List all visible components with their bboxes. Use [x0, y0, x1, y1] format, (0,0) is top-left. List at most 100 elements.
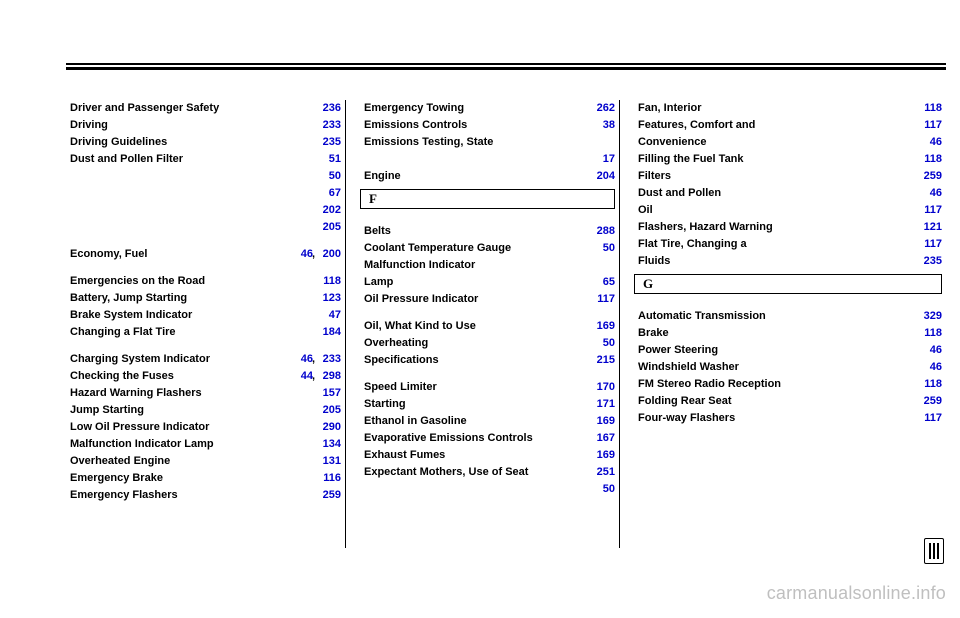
entry-text: Expectant Mothers, Use of Seat — [364, 464, 528, 481]
page-link[interactable]: 169 — [587, 318, 615, 335]
index-entry: Power Steering46 — [634, 342, 946, 359]
page-link[interactable]: 117 — [914, 410, 942, 427]
page-link[interactable]: 202 — [313, 202, 341, 219]
index-entry: Jump Starting205 — [66, 402, 345, 419]
page-link[interactable]: 51 — [313, 151, 341, 168]
index-entry: Emergency Brake116 — [66, 470, 345, 487]
index-entry: Flat Tire, Changing a117 — [634, 236, 946, 253]
page-link[interactable]: 259 — [914, 168, 942, 185]
entry-text: Dust and Pollen — [638, 185, 721, 202]
page-link[interactable]: 50 — [587, 335, 615, 352]
index-entry: Lamp65 — [360, 274, 619, 291]
page-link[interactable]: 118 — [313, 273, 341, 290]
page-link[interactable]: 259 — [313, 487, 341, 504]
page-link[interactable]: 170 — [587, 379, 615, 396]
page-link[interactable]: 169 — [587, 447, 615, 464]
page-link[interactable]: 200 — [313, 246, 341, 263]
index-entry: 17 — [360, 151, 619, 168]
entry-text: Coolant Temperature Gauge — [364, 240, 511, 257]
page-link[interactable]: 167 — [587, 430, 615, 447]
page-link[interactable]: 259 — [914, 393, 942, 410]
page-link[interactable]: 118 — [914, 151, 942, 168]
page-link[interactable]: 233 — [313, 117, 341, 134]
entry-text: Folding Rear Seat — [638, 393, 732, 410]
page-link[interactable]: 46 — [914, 134, 942, 151]
page-link[interactable]: 67 — [313, 185, 341, 202]
index-entry: 202 — [66, 202, 345, 219]
entry-text: Brake — [638, 325, 669, 342]
index-entry: Driver and Passenger Safety236 — [66, 100, 345, 117]
index-entry: Overheating 50 — [360, 335, 619, 352]
page-link[interactable]: 134 — [313, 436, 341, 453]
entry-text: Belts — [364, 223, 391, 240]
index-column-1: Driver and Passenger Safety236Driving 233… — [66, 100, 346, 548]
page-link[interactable]: 171 — [587, 396, 615, 413]
entry-text: Ethanol in Gasoline — [364, 413, 467, 430]
index-entry: Expectant Mothers, Use of Seat 251 — [360, 464, 619, 481]
index-entry: Driving Guidelines235 — [66, 134, 345, 151]
page-link[interactable]: 38 — [587, 117, 615, 134]
page-link[interactable]: 118 — [914, 376, 942, 393]
index-entry: Oil, What Kind to Use169 — [360, 318, 619, 335]
entry-text: FM Stereo Radio Reception — [638, 376, 781, 393]
page-link[interactable]: 123 — [313, 290, 341, 307]
page-link[interactable]: 47 — [313, 307, 341, 324]
page-link[interactable]: 205 — [313, 402, 341, 419]
page-link[interactable]: 157 — [313, 385, 341, 402]
page-link[interactable]: 50 — [313, 168, 341, 185]
page-link[interactable]: 117 — [587, 291, 615, 308]
entry-text: Malfunction Indicator Lamp — [70, 436, 214, 453]
entry-text: Filling the Fuel Tank — [638, 151, 744, 168]
page-link[interactable]: 215 — [587, 352, 615, 369]
entry-text: Overheating — [364, 335, 428, 352]
page-link[interactable]: 46 — [285, 246, 313, 263]
page-link[interactable]: 235 — [313, 134, 341, 151]
watermark-text: carmanualsonline.info — [767, 583, 946, 604]
page-link[interactable]: 50 — [587, 240, 615, 257]
page-link[interactable]: 184 — [313, 324, 341, 341]
page-link[interactable]: 117 — [914, 236, 942, 253]
entry-text: Driving — [70, 117, 108, 134]
page-link[interactable]: 118 — [914, 325, 942, 342]
page-link[interactable]: 121 — [914, 219, 942, 236]
index-entry: 50 — [360, 481, 619, 498]
page-link[interactable]: 17 — [587, 151, 615, 168]
page-link[interactable]: 262 — [587, 100, 615, 117]
page-link[interactable]: 233 — [313, 351, 341, 368]
page-link[interactable]: 50 — [587, 481, 615, 498]
page-link[interactable]: 288 — [587, 223, 615, 240]
page-link[interactable]: 117 — [914, 202, 942, 219]
page-link[interactable]: 205 — [313, 219, 341, 236]
entry-text: Exhaust Fumes — [364, 447, 445, 464]
index-entry: Ethanol in Gasoline 169 — [360, 413, 619, 430]
page-link[interactable]: 118 — [914, 100, 942, 117]
section-letter: F — [369, 191, 377, 207]
page-link[interactable]: 46 — [914, 359, 942, 376]
page-link[interactable]: 46 — [914, 342, 942, 359]
page-link[interactable]: 65 — [587, 274, 615, 291]
section-header-g: G — [634, 274, 942, 294]
page-link[interactable]: 251 — [587, 464, 615, 481]
page-link[interactable]: 236 — [313, 100, 341, 117]
page-link[interactable]: 169 — [587, 413, 615, 430]
page-link[interactable]: 131 — [313, 453, 341, 470]
index-entry: Dust and Pollen 46 — [634, 185, 946, 202]
entry-text: Filters — [638, 168, 671, 185]
page-link[interactable]: 290 — [313, 419, 341, 436]
page-link[interactable]: 44 — [285, 368, 313, 385]
index-entry: Starting171 — [360, 396, 619, 413]
page-link[interactable]: 46 — [285, 351, 313, 368]
entry-text: Engine — [364, 168, 401, 185]
page-link[interactable]: 46 — [914, 185, 942, 202]
entry-text: Emergency Towing — [364, 100, 464, 117]
page-link[interactable]: 298 — [313, 368, 341, 385]
page-link[interactable]: 329 — [914, 308, 942, 325]
page-link[interactable]: 204 — [587, 168, 615, 185]
entry-text: Fan, Interior — [638, 100, 702, 117]
index-entry: Speed Limiter170 — [360, 379, 619, 396]
page-link[interactable]: 116 — [313, 470, 341, 487]
page-link[interactable]: 117 — [914, 117, 942, 134]
index-entry: Hazard Warning Flashers157 — [66, 385, 345, 402]
index-entry: Belts 288 — [360, 223, 619, 240]
page-link[interactable]: 235 — [914, 253, 942, 270]
